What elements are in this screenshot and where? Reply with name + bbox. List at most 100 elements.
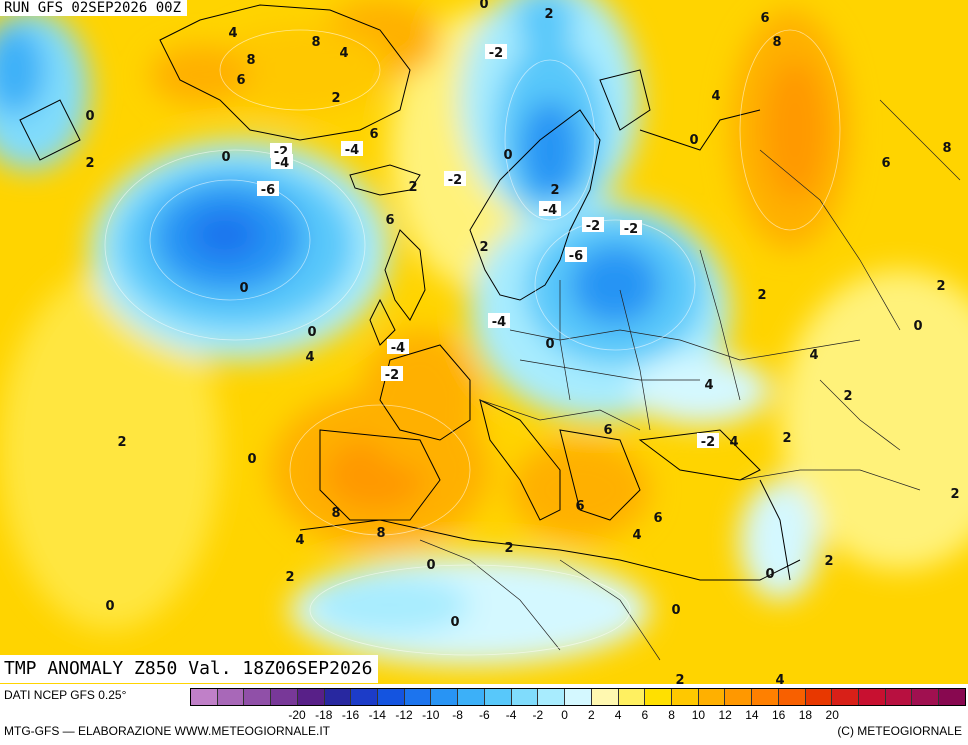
- color-scale-tick: -14: [368, 708, 386, 722]
- color-scale-tick: -16: [341, 708, 360, 722]
- copyright-label: (C) METEOGIORNALE: [837, 724, 962, 738]
- color-scale-swatch: [351, 689, 379, 705]
- isolines: [104, 29, 841, 656]
- anomaly-label: 2: [544, 7, 553, 22]
- color-scale-tick: 16: [772, 708, 786, 722]
- anomaly-label: 0: [503, 148, 512, 163]
- color-scale-swatch: [217, 689, 245, 705]
- anomaly-label: -4: [345, 143, 359, 158]
- anomaly-label: 0: [426, 558, 435, 573]
- color-scale-tick: 14: [745, 708, 759, 722]
- anomaly-label: 0: [105, 599, 114, 614]
- color-scale-swatch: [645, 689, 672, 705]
- anomaly-label: 6: [881, 156, 890, 171]
- color-scale-swatch: [378, 689, 405, 705]
- anomaly-label: 6: [369, 127, 378, 142]
- anomaly-label: 4: [704, 378, 713, 393]
- color-scale-tick: -6: [479, 708, 490, 722]
- anomaly-label: 2: [504, 541, 513, 556]
- color-scale-swatch: [271, 689, 298, 705]
- anomaly-label: -2: [489, 46, 503, 61]
- anomaly-label: 4: [305, 350, 314, 365]
- anomaly-label: 2: [782, 431, 791, 446]
- anomaly-label: 0: [689, 133, 698, 148]
- anomaly-label-background: [565, 247, 587, 262]
- color-scale-swatch: [324, 689, 352, 705]
- color-scale-swatch: [565, 689, 592, 705]
- color-scale-tick: -8: [452, 708, 463, 722]
- parameter-title: TMP ANOMALY Z850 Val. 18Z06SEP2026: [0, 655, 379, 683]
- anomaly-label: 0: [765, 567, 774, 582]
- color-scale-swatch: [431, 689, 459, 705]
- color-scale-tick: 18: [798, 708, 813, 722]
- anomaly-label: 4: [632, 528, 641, 543]
- anomaly-label: 0: [671, 603, 680, 618]
- anomaly-label: -4: [492, 315, 506, 330]
- color-scale-tick: 2: [588, 708, 595, 722]
- anomaly-label-background: [271, 154, 293, 169]
- color-scale-swatch: [191, 689, 218, 705]
- anomaly-label: 0: [247, 452, 256, 467]
- color-scale-swatch: [484, 689, 512, 705]
- anomaly-label: -2: [586, 219, 600, 234]
- anomaly-label: 8: [376, 526, 385, 541]
- anomaly-label: 8: [311, 35, 320, 50]
- color-scale-swatch: [805, 689, 833, 705]
- anomaly-label-background: [341, 141, 363, 156]
- color-scale-swatch: [671, 689, 699, 705]
- color-scale-tick: -2: [532, 708, 544, 722]
- country-borders: [419, 99, 961, 661]
- anomaly-label-background: [444, 171, 466, 186]
- anomaly-label: 6: [385, 213, 394, 228]
- color-scale-tick: -12: [395, 708, 413, 722]
- anomaly-label: 8: [942, 141, 951, 156]
- anomaly-label-background: [539, 201, 561, 216]
- color-scale-tick: -20: [288, 708, 306, 722]
- color-scale-swatch: [832, 689, 859, 705]
- anomaly-label: -6: [569, 249, 583, 264]
- anomaly-label: 2: [117, 435, 126, 450]
- anomaly-label: 2: [824, 554, 833, 569]
- color-scale-tick: 6: [641, 708, 649, 722]
- anomaly-label: -6: [261, 183, 275, 198]
- anomaly-label: 2: [757, 288, 766, 303]
- anomaly-label: -4: [391, 341, 405, 356]
- color-scale-swatch: [244, 689, 272, 705]
- anomaly-label: 2: [936, 279, 945, 294]
- color-scale-tick: 20: [825, 708, 839, 722]
- anomaly-label-background: [257, 181, 279, 196]
- anomaly-label: 8: [331, 506, 340, 521]
- anomaly-label: 0: [307, 325, 316, 340]
- color-scale-swatch: [404, 689, 432, 705]
- run-title: RUN GFS 02SEP2026 00Z: [0, 0, 188, 16]
- anomaly-label: 0: [479, 0, 488, 12]
- color-scale-swatch: [618, 689, 646, 705]
- anomaly-label: -2: [385, 368, 399, 383]
- color-scale-tick: 0: [561, 708, 568, 722]
- anomaly-label: 4: [711, 89, 720, 104]
- anomaly-label: 4: [228, 26, 237, 41]
- anomaly-label: -4: [275, 156, 289, 171]
- anomaly-label: 4: [295, 533, 304, 548]
- credit-label: MTG-GFS — ELABORAZIONE WWW.METEOGIORNALE…: [4, 724, 331, 738]
- color-scale-ticks: -20 -18 -16 -14 -12 -10 -8 -6 -4 -2 0 2 4 6 8 10 12 14 16 1…: [190, 708, 966, 722]
- color-scale-tick: 8: [668, 708, 675, 722]
- color-scale-swatch: [725, 689, 753, 705]
- anomaly-label-background: [488, 313, 510, 328]
- color-scale-swatch: [752, 689, 779, 705]
- anomaly-label: -2: [701, 435, 715, 450]
- anomaly-label: 2: [550, 183, 559, 198]
- color-scale-bar: [190, 688, 966, 706]
- anomaly-label-background: [485, 44, 507, 59]
- anomaly-label: 2: [408, 180, 417, 195]
- color-scale-tick: 4: [614, 708, 622, 722]
- anomaly-label-background: [381, 366, 403, 381]
- anomaly-label: -2: [448, 173, 462, 188]
- color-scale-swatch: [858, 689, 886, 705]
- color-scale-tick: -4: [505, 708, 517, 722]
- data-source-label: DATI NCEP GFS 0.25°: [4, 688, 127, 702]
- footer-bar: DATI NCEP GFS 0.25° -20 -18 -16 -14 -12 -10 -8…: [0, 684, 968, 745]
- color-scale-tick: -10: [422, 708, 440, 722]
